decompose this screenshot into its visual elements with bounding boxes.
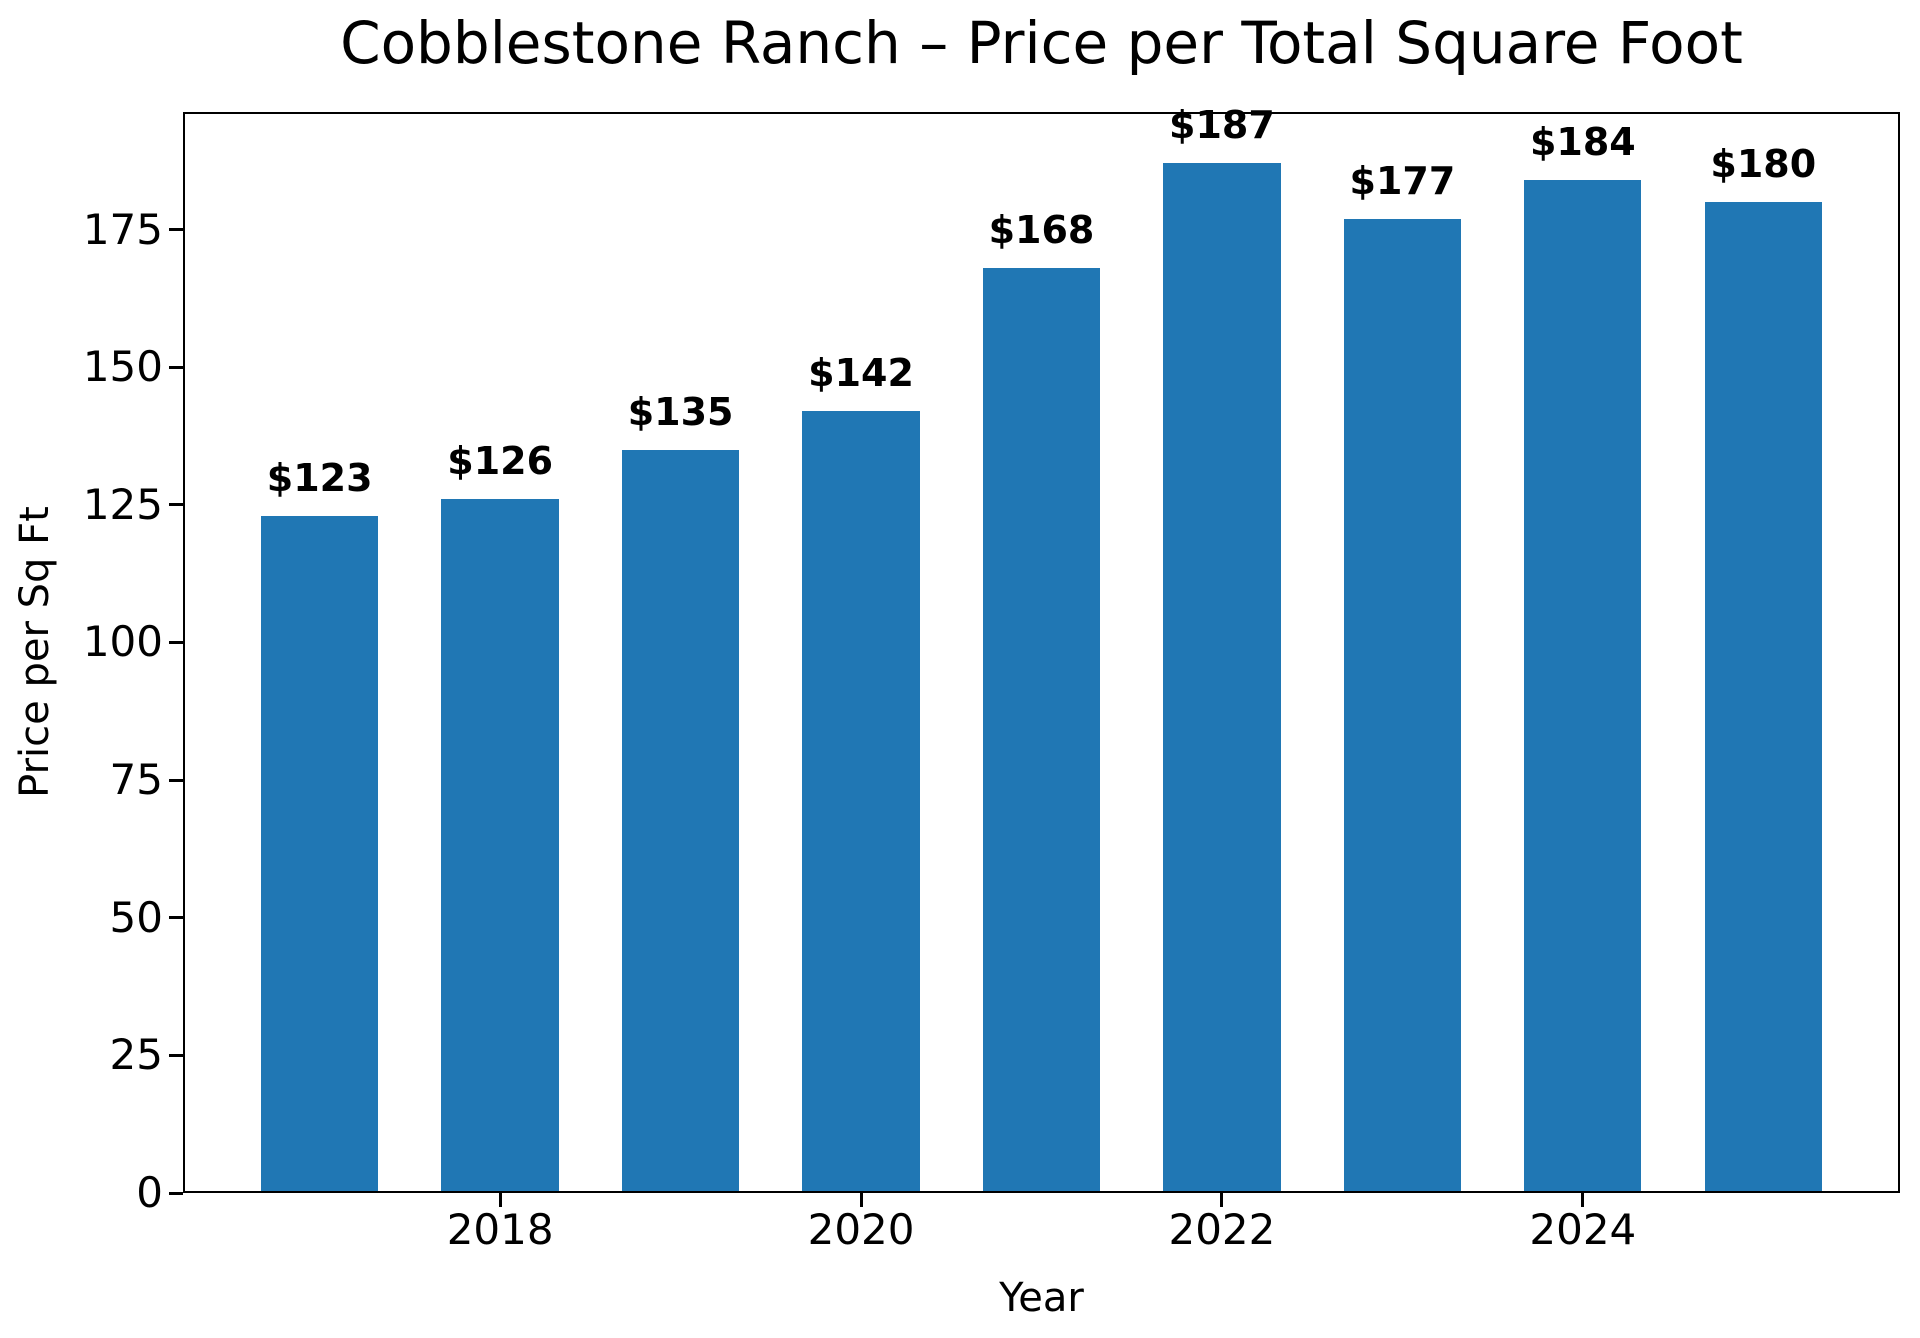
x-tick-mark-2024 xyxy=(1581,1193,1585,1207)
x-tick-mark-2022 xyxy=(1220,1193,1224,1207)
bar-2019 xyxy=(621,449,740,1193)
x-axis-label: Year xyxy=(999,1275,1084,1321)
y-tick-label-125: 125 xyxy=(82,479,163,529)
y-tick-label-175: 175 xyxy=(82,204,163,254)
y-tick-mark-100 xyxy=(169,640,183,644)
x-tick-label-2022: 2022 xyxy=(1168,1205,1276,1254)
bar-2024 xyxy=(1524,179,1642,1193)
bar-2023 xyxy=(1343,218,1462,1193)
bar-2017 xyxy=(261,515,379,1193)
bar-value-label-2022: $187 xyxy=(1169,103,1275,148)
x-tick-label-2020: 2020 xyxy=(807,1205,915,1254)
y-tick-label-100: 100 xyxy=(82,617,163,667)
bar-2018 xyxy=(441,499,559,1193)
y-tick-mark-125 xyxy=(169,503,183,507)
bar-2025 xyxy=(1704,202,1822,1193)
y-tick-label-75: 75 xyxy=(109,755,163,805)
bar-value-label-2020: $142 xyxy=(808,351,914,396)
x-tick-label-2018: 2018 xyxy=(446,1205,554,1254)
y-tick-label-150: 150 xyxy=(82,342,163,392)
bar-2021 xyxy=(982,268,1101,1193)
bar-2022 xyxy=(1163,163,1281,1193)
bar-value-label-2021: $168 xyxy=(988,208,1095,253)
chart-title: Cobblestone Ranch – Price per Total Squa… xyxy=(340,9,1743,77)
x-tick-label-2024: 2024 xyxy=(1529,1205,1637,1254)
bar-value-label-2025: $180 xyxy=(1710,142,1817,186)
y-tick-mark-75 xyxy=(169,778,183,782)
x-tick-mark-2018 xyxy=(498,1193,502,1207)
bar-value-label-2024: $184 xyxy=(1529,119,1636,164)
bar-2020 xyxy=(802,411,920,1193)
y-tick-label-50: 50 xyxy=(109,892,163,942)
y-tick-mark-25 xyxy=(169,1053,183,1057)
x-tick-mark-2020 xyxy=(859,1193,863,1207)
bar-value-label-2023: $177 xyxy=(1349,158,1456,203)
bar-value-label-2018: $126 xyxy=(447,439,554,484)
bar-value-label-2019: $135 xyxy=(627,389,734,434)
y-tick-mark-50 xyxy=(169,916,183,920)
bar-value-label-2017: $123 xyxy=(266,455,373,500)
y-tick-label-0: 0 xyxy=(136,1168,163,1217)
y-tick-mark-175 xyxy=(169,228,183,232)
y-tick-label-25: 25 xyxy=(109,1030,163,1080)
y-tick-mark-0 xyxy=(169,1191,183,1195)
y-tick-mark-150 xyxy=(169,365,183,369)
